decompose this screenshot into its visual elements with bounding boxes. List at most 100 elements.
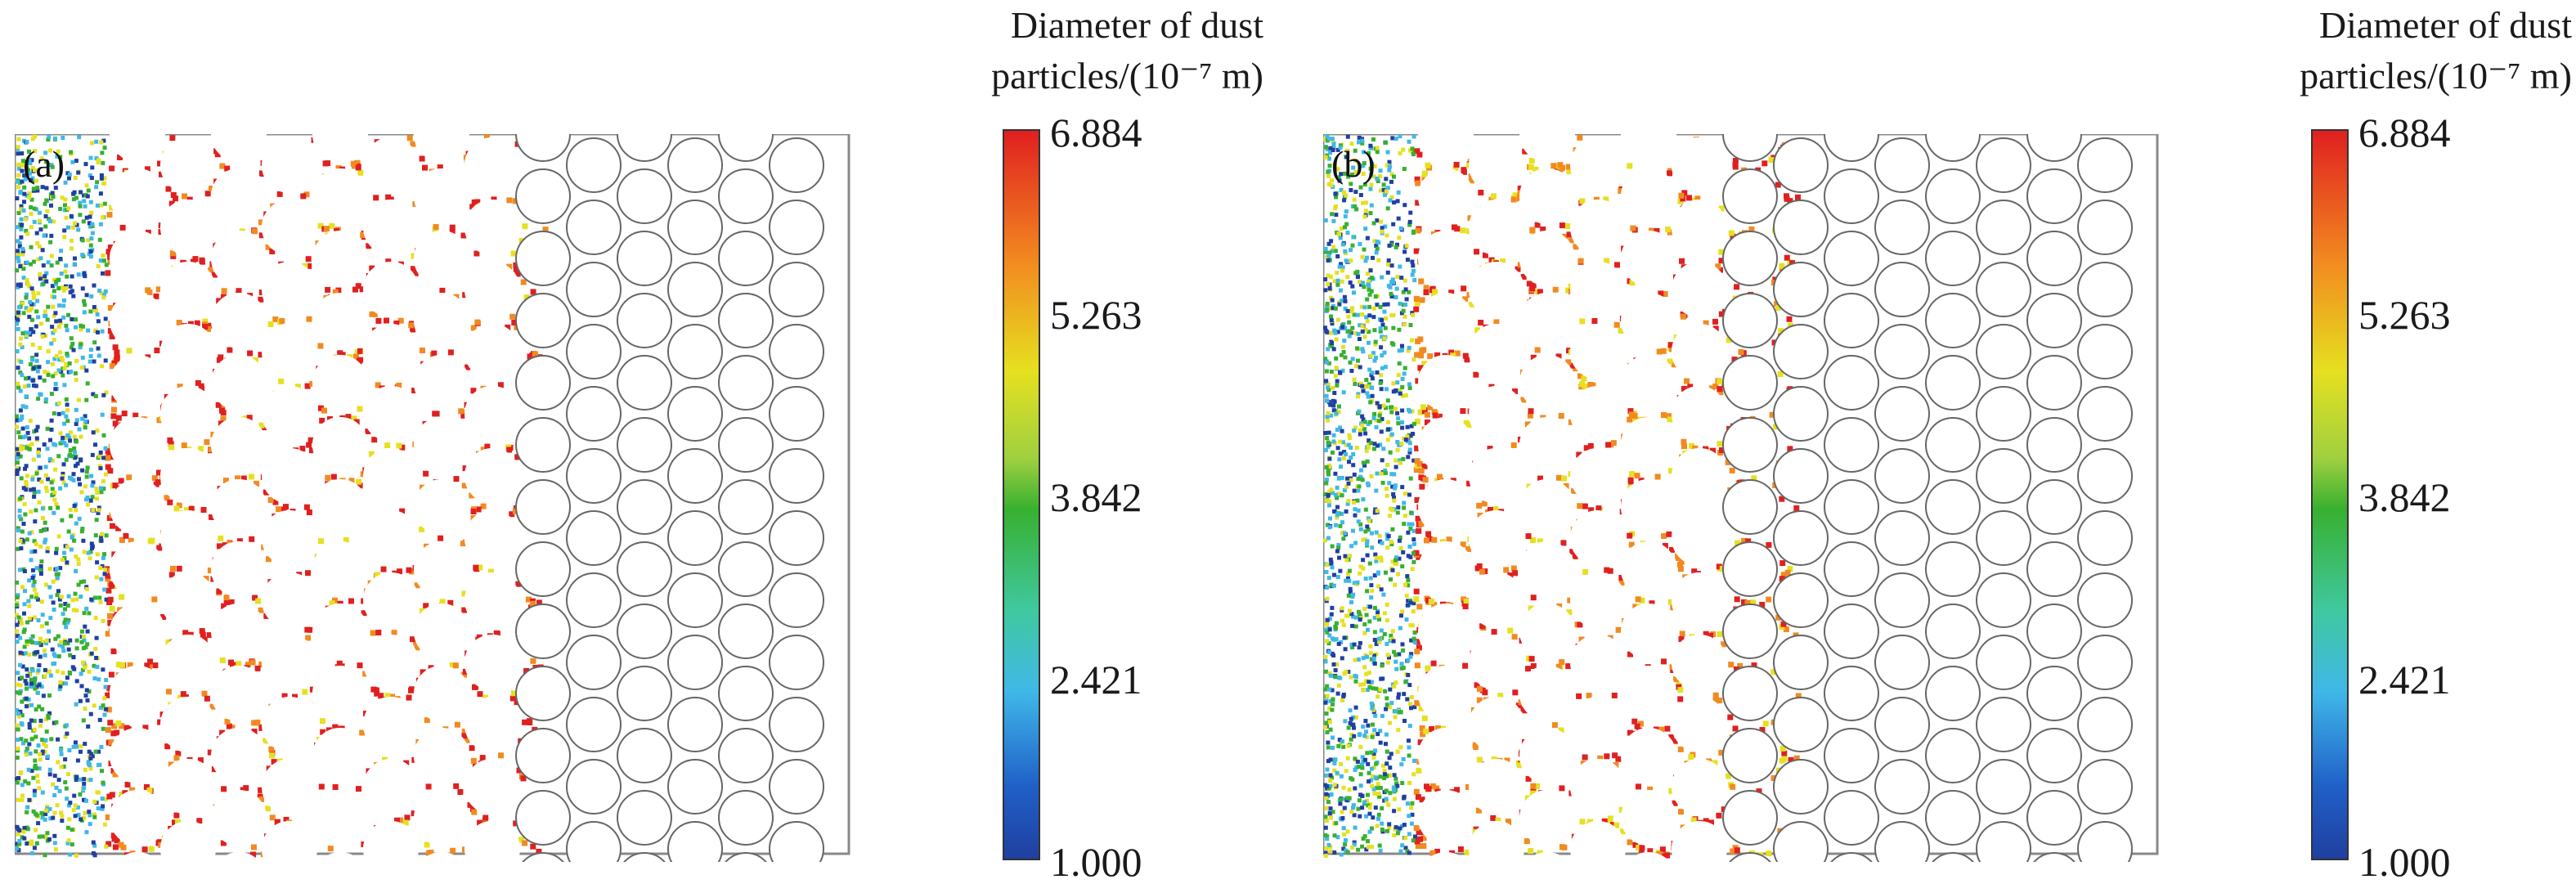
dust-particle [40,639,45,644]
dust-particle [437,164,443,171]
dust-particle [1420,835,1427,841]
dust-particle [27,284,32,289]
dust-particle [63,602,68,606]
dust-particle [1381,403,1386,408]
dust-particle [1661,658,1667,665]
dust-particle [73,740,78,745]
dust-particle [1397,442,1402,447]
dust-particle [109,363,115,370]
dust-particle [1405,258,1410,263]
dust-particle [1398,535,1402,540]
dust-particle [1366,482,1371,487]
dust-particle [170,253,177,259]
dust-particle [469,492,475,499]
dust-particle [1378,848,1383,853]
dust-particle [83,484,88,489]
dust-particle [1351,165,1356,170]
dust-particle [1341,693,1346,697]
dust-particle [1597,755,1604,761]
dust-particle [304,383,311,389]
dust-particle [1403,514,1407,518]
dust-particle [408,322,415,329]
dust-particle [1393,464,1398,469]
dust-particle [1360,138,1365,143]
dust-particle [1353,624,1358,629]
dust-particle [1352,488,1357,493]
dust-particle [1347,329,1352,334]
dust-particle [25,667,29,672]
dust-particle [1335,485,1340,490]
dust-particle [1323,655,1328,659]
dust-particle [1424,537,1429,544]
dust-particle [1392,809,1397,814]
fiber-cross-section [363,137,419,193]
dust-particle [1325,617,1330,622]
fiber-cross-section [667,137,723,193]
dust-particle [1738,349,1744,355]
dust-particle [65,433,70,438]
dust-particle [1379,387,1384,392]
dust-particle [1324,478,1329,482]
dust-particle [1662,542,1668,549]
dust-particle [1339,262,1344,267]
dust-particle [33,519,38,524]
dust-particle [439,287,446,294]
dust-particle [56,286,61,290]
dust-particle [1410,801,1415,805]
dust-particle [1354,715,1358,720]
dust-particle [1367,442,1371,446]
dust-particle [1476,697,1483,703]
fiber-cross-section [218,852,260,862]
dust-particle [1559,659,1565,666]
fiber-cross-section [312,168,368,224]
dust-particle [61,435,65,440]
dust-particle [460,412,467,419]
dust-particle [1323,325,1327,330]
dust-particle [1571,487,1577,494]
dust-particle [1604,567,1610,573]
dust-particle [72,434,77,439]
dust-particle [1367,445,1371,450]
dust-particle [1348,586,1353,591]
dust-particle [1770,775,1777,781]
dust-particle [25,277,29,282]
dust-particle [1330,321,1335,326]
dust-particle [1330,651,1335,656]
dust-particle [1384,316,1389,321]
dust-particle [1360,805,1365,810]
dust-particle [1414,352,1420,358]
dust-particle [61,648,66,653]
dust-particle [1389,577,1393,581]
fiber-cross-section [1469,324,1524,379]
dust-particle [1371,686,1376,691]
dust-particle [1476,686,1483,693]
dust-particle [80,286,85,291]
dust-particle [103,568,108,572]
dust-particle [43,313,47,318]
dust-particle [1398,626,1402,630]
dust-particle [1668,599,1674,605]
dust-particle [1726,337,1732,343]
fiber-cross-section [1418,134,1474,162]
dust-particle [1378,442,1383,447]
dust-particle [461,607,468,613]
dust-particle [1378,380,1383,385]
dust-particle [1347,460,1351,464]
dust-particle [1325,134,1330,139]
dust-particle [182,630,189,636]
fiber-cross-section [2026,604,2082,659]
dust-particle [37,786,42,791]
dust-particle [1385,545,1390,550]
dust-particle [1561,844,1568,850]
dust-particle [1352,842,1357,847]
dust-particle [85,381,90,386]
dust-particle [1346,174,1351,179]
dust-particle [200,631,206,638]
dust-particle [132,412,139,419]
dust-particle [1362,834,1367,839]
dust-particle [1335,282,1340,287]
dust-particle [1392,684,1397,689]
dust-particle [197,446,204,452]
dust-particle [1378,729,1383,734]
dust-particle [1362,334,1367,339]
